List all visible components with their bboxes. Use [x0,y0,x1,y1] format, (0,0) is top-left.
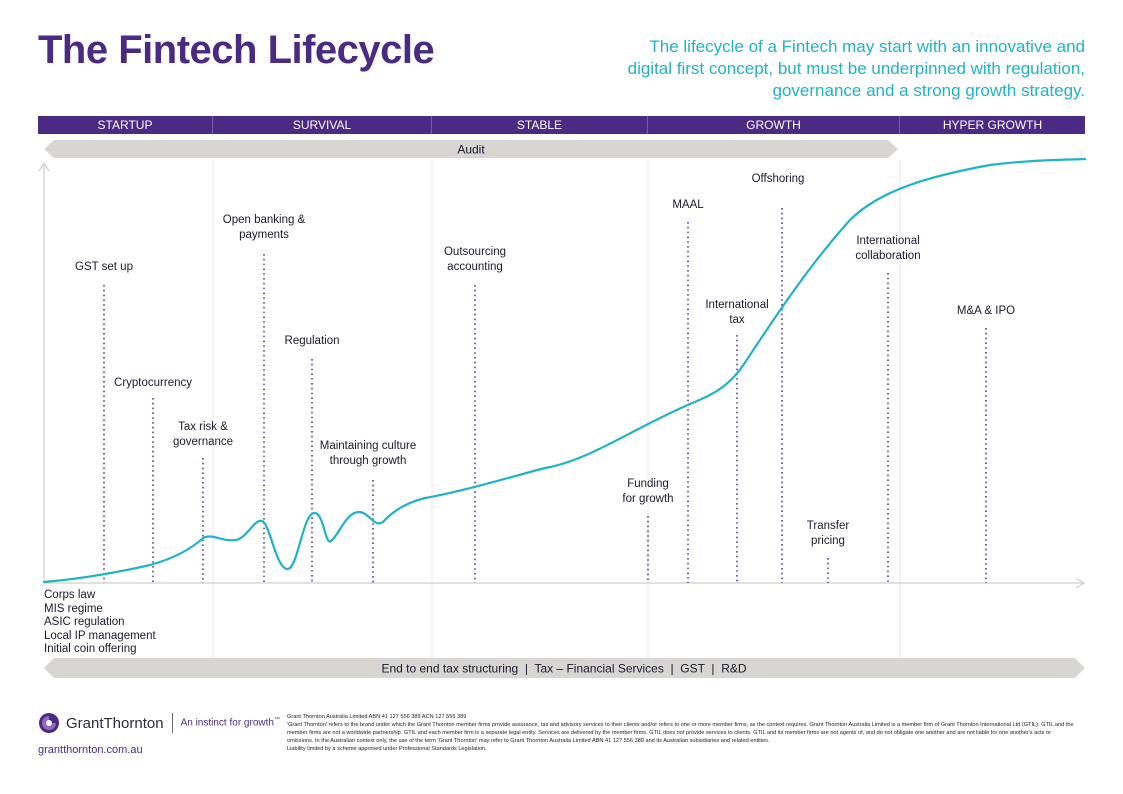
milestone-label-gst: GST set up [75,261,133,273]
brand-name: GrantThornton [66,714,164,732]
brand-tagline: An instinct for growth™ [181,717,280,728]
milestone-label-culture: Maintaining culture through growth [319,440,417,467]
stage-survival: SURVIVAL [213,116,432,134]
lifecycle-curve [42,157,1087,584]
startup-item: MIS regime [44,602,103,615]
milestone-label-taxrisk: Tax risk & governance [172,421,234,448]
milestone-label-openbanking: Open banking & payments [222,214,306,241]
grant-thornton-mark-icon [39,713,59,733]
grant-thornton-logo[interactable]: GrantThornton An instinct for growth™ [38,712,280,734]
audit-label: Audit [457,143,485,157]
startup-item: Initial coin offering [44,643,137,656]
milestone-label-mna: M&A & IPO [956,305,1016,317]
milestone-label-maal: MAAL [672,199,704,211]
milestone-label-outsourcing: Outsourcing accounting [443,246,507,273]
startup-item: ASIC regulation [44,616,125,629]
page-subtitle: The lifecycle of a Fintech may start wit… [627,37,1085,100]
startup-item: Corps law [44,589,96,601]
website-link[interactable]: grantthornton.com.au [38,744,143,756]
milestone-label-inttax: International tax [705,299,769,326]
stage-hyper-growth: HYPER GROWTH [942,118,1043,132]
milestone-label-offshoring: Offshoring [751,173,805,185]
brand-divider [171,713,173,733]
startup-item: Local IP management [44,629,156,642]
legal-liability: Liability limited by a scheme approved u… [287,746,487,752]
milestone-label-regulation: Regulation [284,335,340,347]
milestone-label-funding: Funding for growth [622,478,674,505]
startup-items-list: Corps law MIS regime ASIC regulation Loc… [44,589,156,657]
audit-arrow-bar [44,140,898,158]
tax-structuring-bar [44,658,1085,678]
milestone-label-transfer: Transfer pricing [806,520,850,547]
tagline-text: An instinct for growth [180,717,274,729]
stage-bar: STARTUP SURVIVAL STABLE GROWTH HYPER GRO… [38,116,1085,134]
stage-startup: STARTUP [38,116,213,134]
stage-growth: GROWTH [648,116,900,134]
stage-dividers [212,160,901,658]
legal-abn: Grant Thornton Australia Limited ABN 41 … [287,714,467,720]
x-axis-arrowhead [1075,577,1086,589]
milestone-label-crypto: Cryptocurrency [114,377,192,389]
y-axis-arrowhead [38,161,50,172]
trademark-mark: ™ [273,717,280,724]
stage-stable: STABLE [432,116,648,134]
page-title: The Fintech Lifecycle [38,28,435,72]
legal-disclaimer: 'Grant Thornton' refers to the brand und… [287,722,1074,744]
tax-structuring-label: End to end tax structuring | Tax – Finan… [381,662,746,676]
milestone-label-intcollab: International collaboration [855,235,921,262]
legal-notice: Grant Thornton Australia Limited ABN 41 … [287,713,1077,753]
